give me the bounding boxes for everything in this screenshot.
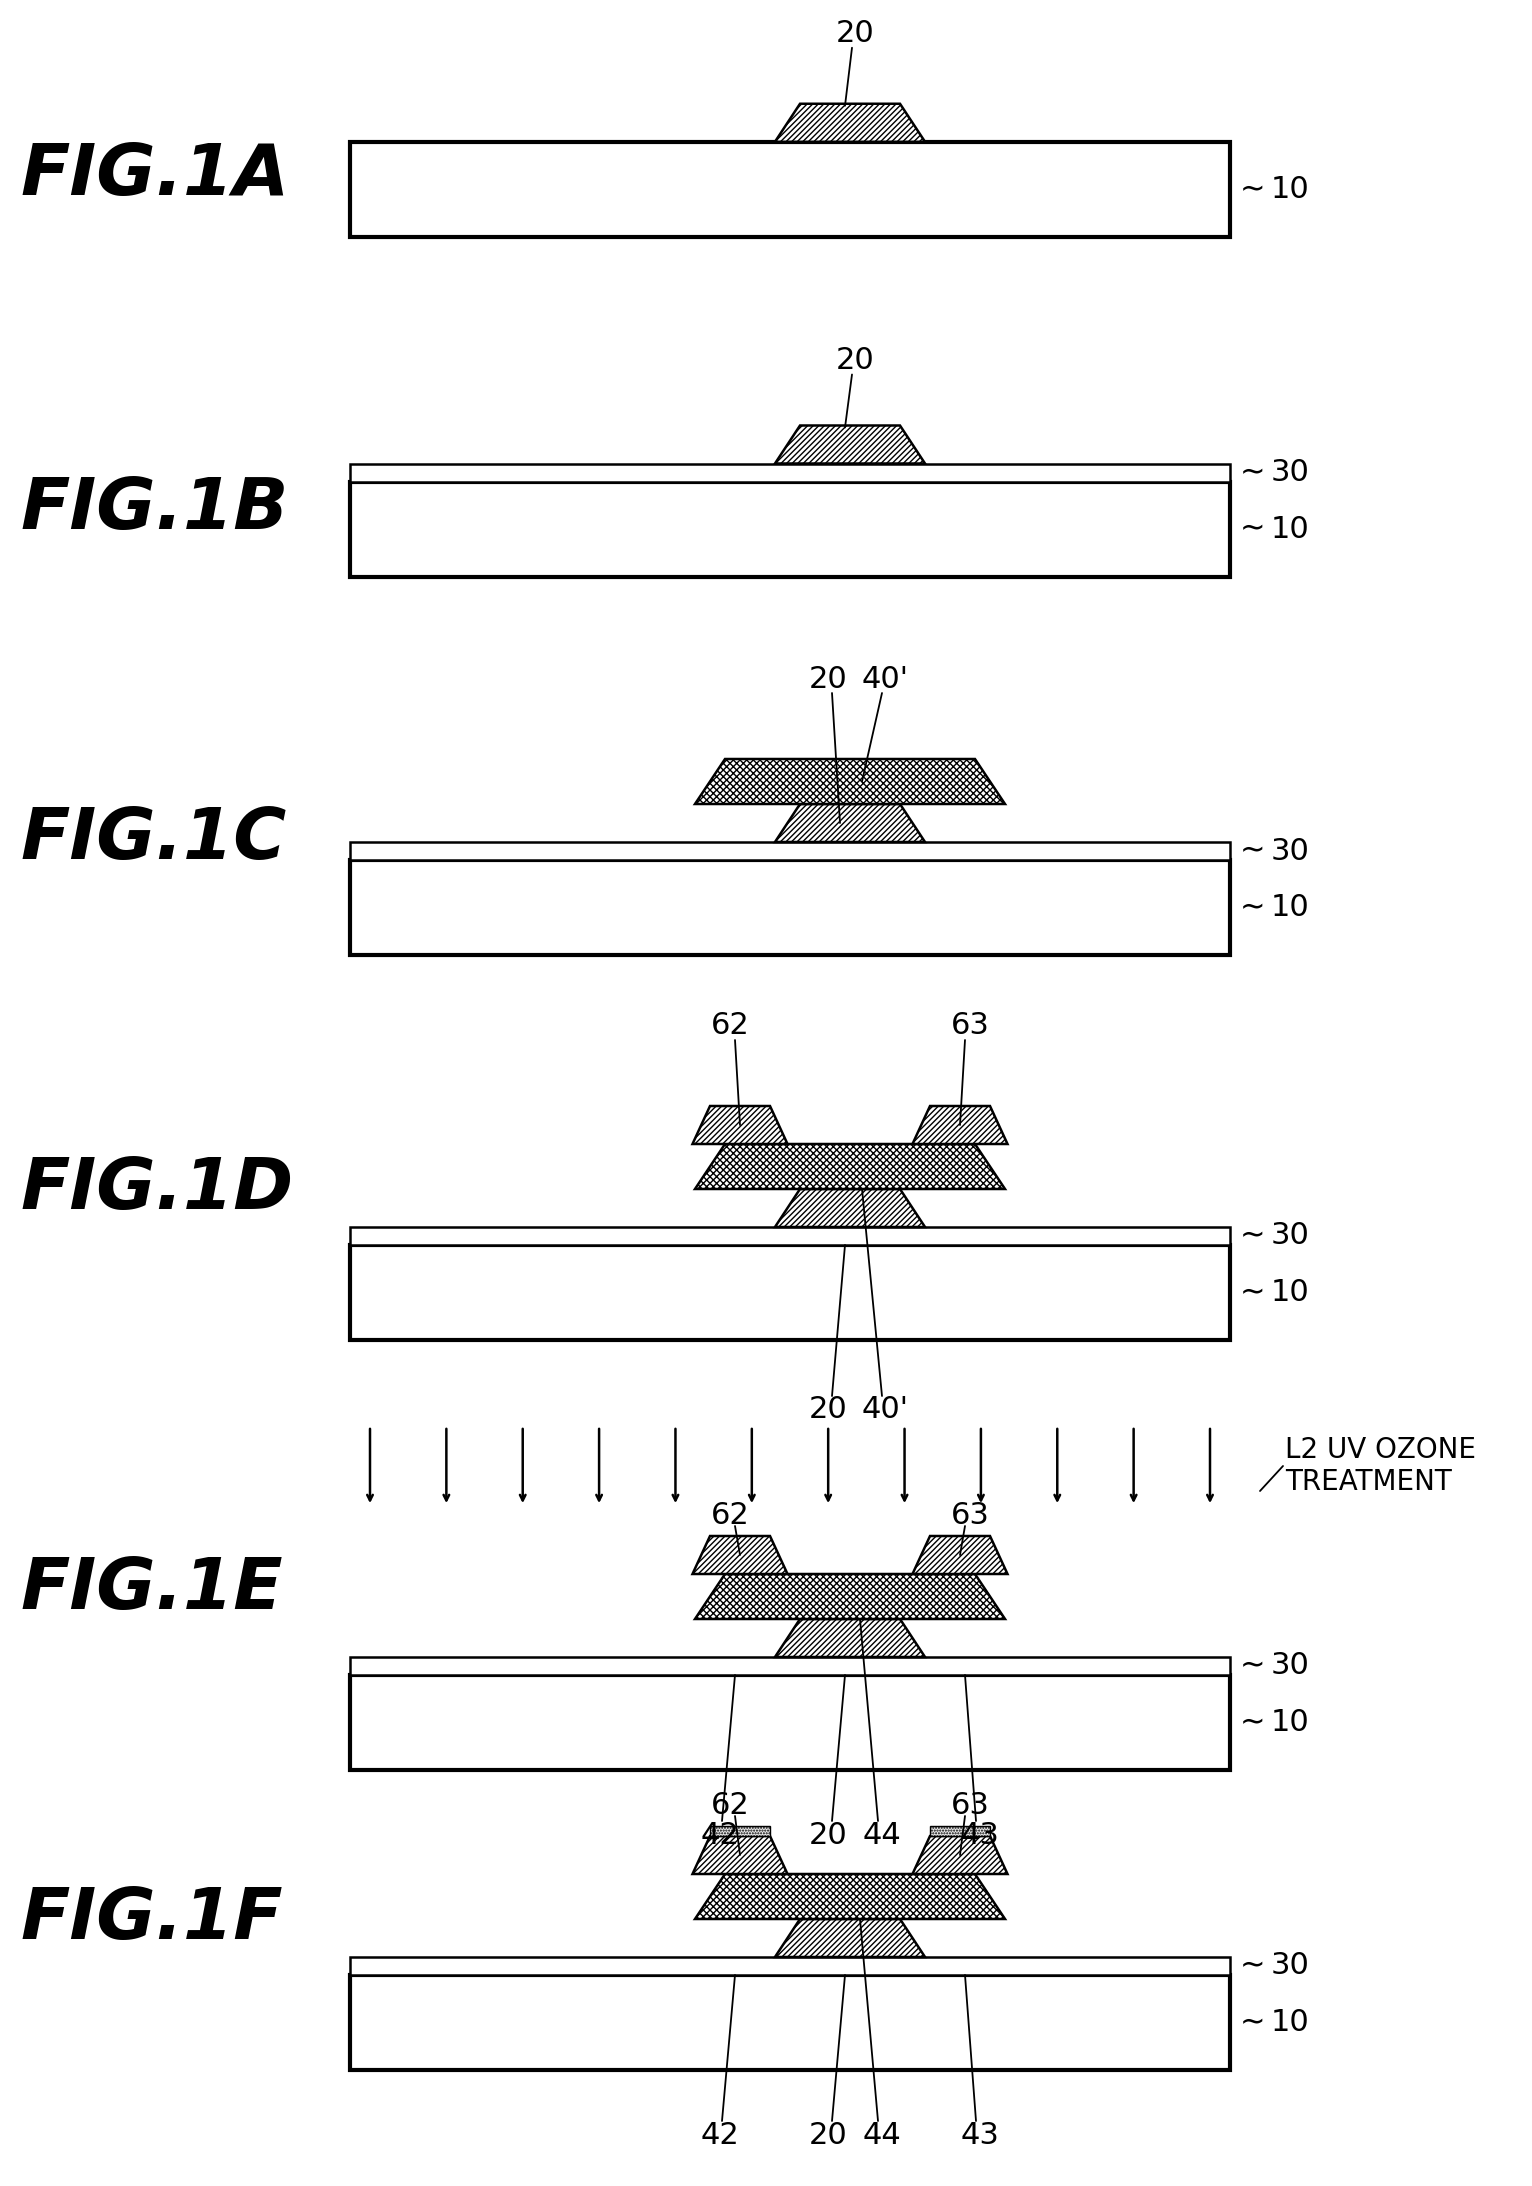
Text: 62: 62 <box>711 1502 749 1530</box>
Bar <box>349 1956 1230 1974</box>
Polygon shape <box>696 1143 1005 1189</box>
Text: FIG.1E: FIG.1E <box>20 1556 282 1624</box>
Text: FIG.1F: FIG.1F <box>20 1887 282 1954</box>
Text: 20: 20 <box>809 665 847 693</box>
Bar <box>349 1246 1230 1340</box>
Polygon shape <box>696 1574 1005 1620</box>
Text: 20: 20 <box>835 20 875 48</box>
Text: 30: 30 <box>1272 459 1310 487</box>
Text: 20: 20 <box>809 1821 847 1849</box>
Polygon shape <box>696 759 1005 804</box>
Text: 10: 10 <box>1272 2009 1310 2037</box>
Bar <box>349 142 1230 236</box>
Text: 63: 63 <box>950 1793 990 1821</box>
Bar <box>349 1974 1230 2070</box>
Bar <box>349 1674 1230 1771</box>
Text: 62: 62 <box>711 1793 749 1821</box>
Text: ∼: ∼ <box>1239 837 1265 866</box>
Polygon shape <box>913 1836 1008 1873</box>
Polygon shape <box>775 103 925 142</box>
Bar <box>349 859 1230 955</box>
Text: FIG.1B: FIG.1B <box>20 477 288 544</box>
Text: 10: 10 <box>1272 1707 1310 1738</box>
Text: ∼: ∼ <box>1239 175 1265 203</box>
Polygon shape <box>692 1537 787 1574</box>
Text: 30: 30 <box>1272 837 1310 866</box>
Bar <box>709 1825 771 1836</box>
Text: 20: 20 <box>809 1395 847 1425</box>
Text: 10: 10 <box>1272 1279 1310 1307</box>
Text: 63: 63 <box>950 1502 990 1530</box>
Polygon shape <box>913 1106 1008 1143</box>
Text: 20: 20 <box>809 2120 847 2149</box>
Text: 10: 10 <box>1272 175 1310 203</box>
Text: ∼: ∼ <box>1239 2009 1265 2037</box>
Text: 10: 10 <box>1272 514 1310 544</box>
Polygon shape <box>775 804 925 842</box>
Text: ∼: ∼ <box>1239 1222 1265 1250</box>
Polygon shape <box>775 1620 925 1657</box>
Bar <box>930 1825 990 1836</box>
Text: 10: 10 <box>1272 894 1310 922</box>
Text: L2 UV OZONE
TREATMENT: L2 UV OZONE TREATMENT <box>1285 1436 1475 1495</box>
Polygon shape <box>913 1537 1008 1574</box>
Text: 42: 42 <box>700 2120 740 2149</box>
Text: 44: 44 <box>863 2120 901 2149</box>
Polygon shape <box>692 1836 787 1873</box>
Bar <box>349 481 1230 577</box>
Text: 30: 30 <box>1272 1222 1310 1250</box>
Polygon shape <box>696 1873 1005 1919</box>
Bar <box>349 842 1230 859</box>
Text: ∼: ∼ <box>1239 459 1265 487</box>
Text: FIG.1A: FIG.1A <box>20 140 290 210</box>
Text: 40': 40' <box>861 665 908 693</box>
Text: ∼: ∼ <box>1239 514 1265 544</box>
Text: 30: 30 <box>1272 1952 1310 1981</box>
Text: 43: 43 <box>961 2120 999 2149</box>
Polygon shape <box>775 1919 925 1956</box>
Text: 42: 42 <box>700 1821 740 1849</box>
Text: FIG.1C: FIG.1C <box>20 804 286 874</box>
Bar <box>349 1226 1230 1246</box>
Polygon shape <box>775 1189 925 1226</box>
Text: ∼: ∼ <box>1239 1650 1265 1681</box>
Bar <box>349 1657 1230 1674</box>
Text: 63: 63 <box>950 1012 990 1041</box>
Text: 43: 43 <box>961 1821 999 1849</box>
Text: 40': 40' <box>861 1395 908 1425</box>
Text: 62: 62 <box>711 1012 749 1041</box>
Text: ∼: ∼ <box>1239 894 1265 922</box>
Text: ∼: ∼ <box>1239 1707 1265 1738</box>
Text: 44: 44 <box>863 1821 901 1849</box>
Text: FIG.1D: FIG.1D <box>20 1156 293 1224</box>
Text: ∼: ∼ <box>1239 1279 1265 1307</box>
Text: ∼: ∼ <box>1239 1952 1265 1981</box>
Text: 20: 20 <box>835 345 875 376</box>
Text: 30: 30 <box>1272 1650 1310 1681</box>
Polygon shape <box>692 1106 787 1143</box>
Bar <box>349 463 1230 481</box>
Polygon shape <box>775 426 925 463</box>
